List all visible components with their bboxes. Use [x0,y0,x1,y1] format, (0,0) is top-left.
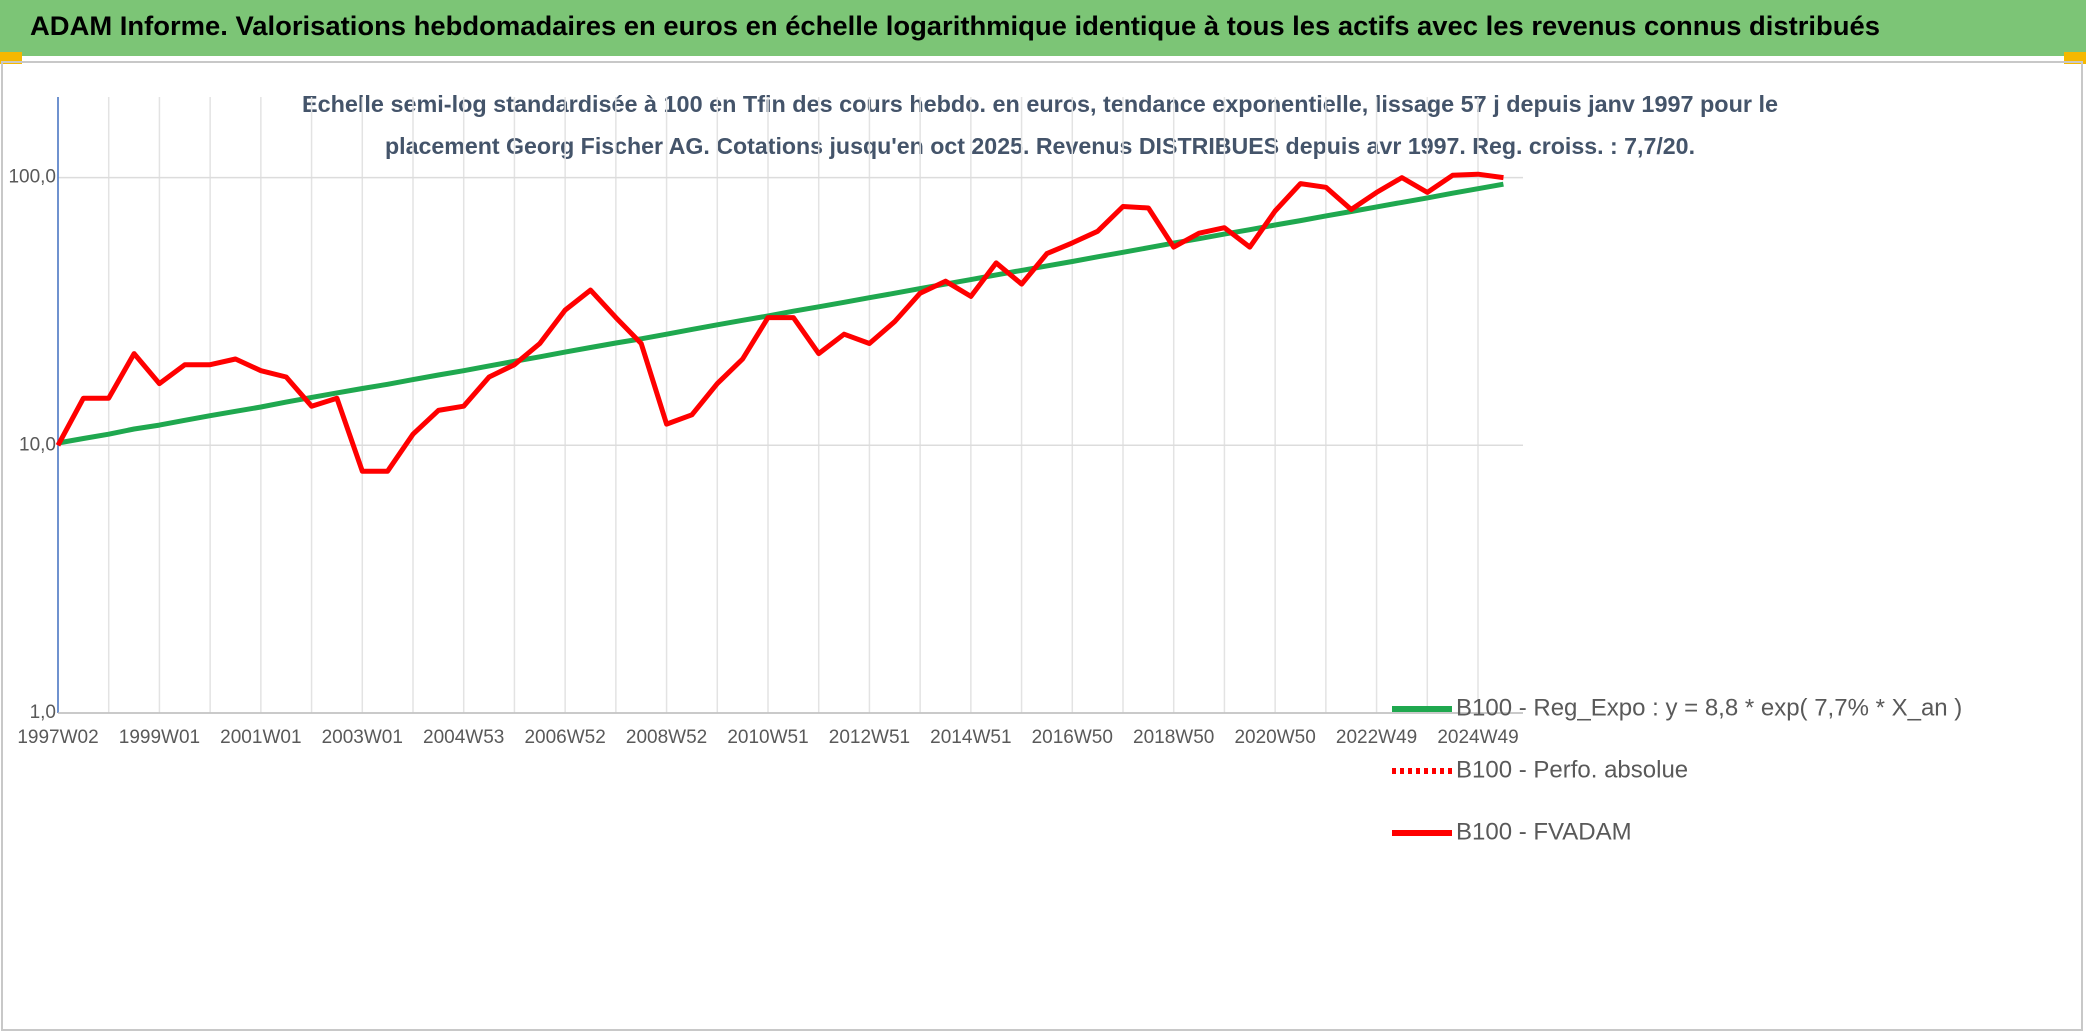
series-line [55,171,1504,474]
x-tick-label: 2020W50 [1234,727,1315,748]
x-tick-label: 2001W01 [220,727,301,748]
y-tick-label: 100,0 [8,167,56,188]
x-tick-label: 1999W01 [119,727,200,748]
legend: B100 - Reg_Expo : y = 8,8 * exp( 7,7% * … [1392,694,1962,845]
legend-label: B100 - Perfo. absolue [1456,756,1688,783]
y-tick-label: 10,0 [19,434,56,455]
x-tick-label: 2003W01 [322,727,403,748]
x-tick-label: 2008W52 [626,727,707,748]
panel-border [1,61,2083,1031]
x-tick-label: 2010W51 [727,727,808,748]
y-tick-label: 1,0 [30,702,56,723]
x-tick-label: 2004W53 [423,727,504,748]
chart-title: ADAM Informe. Valorisations hebdomadaire… [30,11,1880,41]
chart-subtitle: placement Georg Fischer AG. Cotations ju… [385,133,1695,159]
x-tick-label: 2022W49 [1336,727,1417,748]
x-tick-label: 2014W51 [930,727,1011,748]
x-tick-label: 2012W51 [829,727,910,748]
legend-label: B100 - FVADAM [1456,818,1632,845]
x-tick-label: 1997W02 [17,727,98,748]
chart-subtitle: Echelle semi-log standardisée à 100 en T… [302,91,1778,117]
header-bar [0,0,2086,56]
x-tick-label: 2016W50 [1032,727,1113,748]
x-tick-label: 2006W52 [524,727,605,748]
x-tick-label: 2024W49 [1437,727,1518,748]
legend-label: B100 - Reg_Expo : y = 8,8 * exp( 7,7% * … [1456,694,1962,721]
x-tick-label: 2018W50 [1133,727,1214,748]
plot-lines [55,171,1504,474]
